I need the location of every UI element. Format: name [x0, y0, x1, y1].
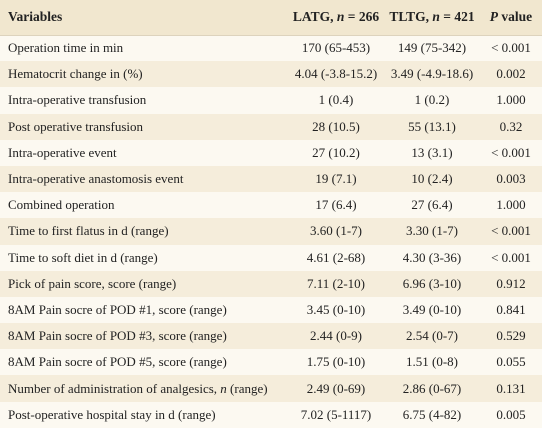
- cell-tltg: 3.49 (0-10): [402, 301, 462, 317]
- cell-variable: Operation time in min: [8, 40, 124, 56]
- cell-variable: Number of administration of analgesics, …: [0, 375, 288, 401]
- table-row: Intra-operative event 27 (10.2) 13 (3.1)…: [0, 139, 542, 166]
- cell-variable: Time to soft diet in d (range): [8, 249, 158, 265]
- header-p-suffix: value: [498, 9, 533, 25]
- cell-variable-prefix: Number of administration of analgesics,: [8, 380, 221, 396]
- cell-p-value: 0.32: [499, 118, 523, 134]
- cell-tltg: 10 (2.4): [411, 171, 453, 187]
- cell-p-value: 0.841: [496, 301, 526, 317]
- header-tltg-prefix: TLTG,: [389, 9, 433, 25]
- cell-p-value: < 0.001: [491, 40, 531, 56]
- cell-tltg: 3.30 (1-7): [406, 223, 458, 239]
- cell-tltg: 13 (3.1): [411, 144, 453, 160]
- cell-latg: 28 (10.5): [312, 118, 360, 134]
- cell-tltg: 2.86 (0-67): [402, 380, 462, 396]
- header-row: Variables LATG, n = 266 TLTG, n = 421 P …: [0, 0, 542, 36]
- cell-p-value: 0.005: [496, 406, 526, 422]
- header-p-italic: P: [489, 9, 499, 25]
- cell-latg: 4.04 (-3.8-15.2): [294, 66, 378, 82]
- header-latg-n: n: [336, 9, 345, 25]
- cell-latg: 7.02 (5-1117): [300, 406, 372, 422]
- cell-p-value: 1.000: [496, 92, 526, 108]
- cell-p-value: < 0.001: [491, 144, 531, 160]
- cell-latg: 3.45 (0-10): [306, 301, 366, 317]
- cell-latg: 2.49 (0-69): [306, 380, 366, 396]
- cell-variable-n: n: [220, 380, 227, 396]
- cell-p-value: 0.912: [496, 275, 526, 291]
- header-tltg-n: n: [432, 9, 440, 25]
- cell-variable: 8AM Pain socre of POD #1, score (range): [8, 301, 227, 317]
- cell-tltg: 6.96 (3-10): [402, 275, 462, 291]
- cell-latg: 1.75 (0-10): [306, 354, 366, 370]
- cell-latg: 27 (10.2): [312, 144, 360, 160]
- cell-variable: Intra-operative event: [8, 144, 117, 160]
- table-body: Operation time in min 170 (65-453) 149 (…: [0, 35, 542, 428]
- cell-p-value: < 0.001: [491, 249, 531, 265]
- header-variables: Variables: [0, 0, 288, 36]
- cell-latg: 7.11 (2-10): [306, 275, 365, 291]
- cell-tltg: 27 (6.4): [411, 197, 453, 213]
- table-row: Intra-operative anastomosis event 19 (7.…: [0, 165, 542, 193]
- table-row: Hematocrit change in (%) 4.04 (-3.8-15.2…: [0, 61, 542, 88]
- cell-tltg: 1.51 (0-8): [406, 354, 458, 370]
- header-latg-prefix: LATG,: [292, 9, 337, 25]
- table-row: Pick of pain score, score (range) 7.11 (…: [0, 270, 542, 297]
- cell-latg: 4.61 (2-68): [306, 249, 366, 265]
- cell-variable: Post-operative hospital stay in d (range…: [8, 406, 216, 422]
- cell-variable: Pick of pain score, score (range): [8, 275, 177, 291]
- cell-variable: Intra-operative anastomosis event: [8, 171, 184, 187]
- cell-p-value: < 0.001: [491, 223, 531, 239]
- cell-latg: 170 (65-453): [301, 40, 371, 56]
- cell-latg: 3.60 (1-7): [310, 223, 362, 239]
- cell-p-value: 0.003: [496, 171, 526, 187]
- cell-p-value: 0.055: [496, 354, 526, 370]
- table-row: Time to first flatus in d (range) 3.60 (…: [0, 218, 542, 245]
- cell-tltg: 55 (13.1): [408, 118, 456, 134]
- cell-tltg: 3.49 (-4.9-18.6): [390, 66, 474, 82]
- table-row: Number of administration of analgesics, …: [0, 375, 542, 402]
- cell-tltg: 6.75 (4-82): [402, 406, 462, 422]
- cell-p-value: 0.131: [496, 380, 526, 396]
- cell-variable: Intra-operative transfusion: [8, 92, 147, 108]
- cell-variable-suffix: (range): [226, 380, 268, 396]
- cell-latg: 1 (0.4): [318, 92, 354, 108]
- cell-p-value: 0.002: [496, 66, 526, 82]
- header-p-value: P value: [480, 0, 542, 36]
- cell-latg: 19 (7.1): [315, 171, 357, 187]
- cell-latg: 17 (6.4): [315, 197, 357, 213]
- table-row: Intra-operative transfusion 1 (0.4) 1 (0…: [0, 87, 542, 114]
- header-latg-suffix: = 266: [344, 9, 380, 25]
- table-row: Post-operative hospital stay in d (range…: [0, 401, 542, 428]
- cell-variable: 8AM Pain socre of POD #5, score (range): [8, 354, 227, 370]
- cell-p-value: 1.000: [496, 197, 526, 213]
- cell-latg: 2.44 (0-9): [310, 328, 362, 344]
- header-tltg-suffix: = 421: [439, 9, 475, 25]
- cell-p-value: 0.529: [496, 328, 526, 344]
- header-tltg: TLTG, n = 421: [384, 0, 480, 36]
- table-header: Variables LATG, n = 266 TLTG, n = 421 P …: [0, 0, 542, 36]
- table-row: Combined operation 17 (6.4) 27 (6.4) 1.0…: [0, 192, 542, 219]
- table-row: Time to soft diet in d (range) 4.61 (2-6…: [0, 244, 542, 271]
- table-row: Post operative transfusion 28 (10.5) 55 …: [0, 113, 542, 140]
- cell-variable: Post operative transfusion: [8, 118, 144, 134]
- cell-tltg: 149 (75-342): [397, 40, 467, 56]
- header-latg: LATG, n = 266: [288, 0, 384, 36]
- cell-variable: 8AM Pain socre of POD #3, score (range): [8, 328, 227, 344]
- table-row: 8AM Pain socre of POD #5, score (range) …: [0, 349, 542, 376]
- cell-variable: Time to first flatus in d (range): [8, 223, 169, 239]
- table-row: 8AM Pain socre of POD #3, score (range) …: [0, 323, 542, 350]
- cell-tltg: 1 (0.2): [414, 92, 450, 108]
- cell-tltg: 4.30 (3-36): [402, 249, 462, 265]
- cell-tltg: 2.54 (0-7): [406, 328, 458, 344]
- table-row: Operation time in min 170 (65-453) 149 (…: [0, 35, 542, 62]
- cell-variable: Combined operation: [8, 197, 115, 213]
- table-row: 8AM Pain socre of POD #1, score (range) …: [0, 296, 542, 324]
- cell-variable: Hematocrit change in (%): [8, 66, 143, 82]
